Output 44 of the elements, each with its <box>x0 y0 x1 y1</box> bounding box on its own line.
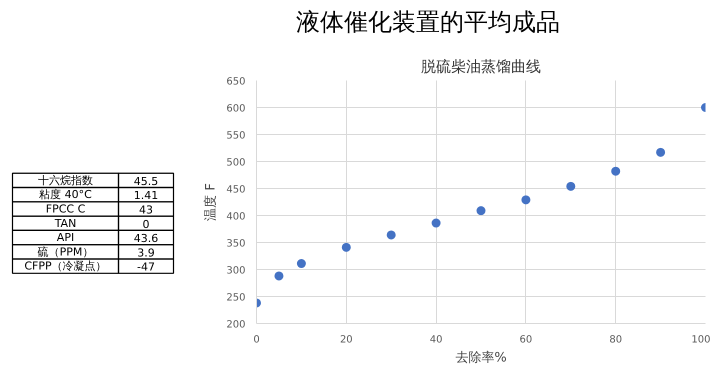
text: -47 <box>137 260 155 274</box>
category-label: 粘度 40°C <box>39 188 92 202</box>
point <box>432 218 441 228</box>
point <box>296 259 306 268</box>
point <box>342 242 351 252</box>
y-axis-title: 温度 F <box>202 183 218 221</box>
text: 1.41 <box>134 189 158 202</box>
text: 3.9 <box>137 246 155 260</box>
point <box>656 148 666 157</box>
text: 液体催化装置的平均成品 <box>296 7 560 38</box>
category-label: 十六烷指数 <box>38 174 93 187</box>
point <box>566 182 576 191</box>
text: 43 <box>139 203 153 216</box>
x-tick-label: 40 <box>430 334 442 346</box>
x-tick-label: 0 <box>253 334 260 346</box>
point <box>611 166 620 176</box>
category-label: API <box>56 231 74 244</box>
text: 45.5 <box>134 174 158 188</box>
x-tick-label: 100 <box>691 334 711 346</box>
y-tick-label: 600 <box>226 104 246 114</box>
y-tick-label: 450 <box>226 184 246 196</box>
y-tick-label: 200 <box>226 320 246 330</box>
y-tick-label: 550 <box>226 130 246 142</box>
text: 43.6 <box>134 232 158 246</box>
y-tick-label: 350 <box>226 238 246 250</box>
y-tick-label: 400 <box>226 212 246 222</box>
category-label: 硫（PPM） <box>38 245 94 258</box>
chart-title: 脱硫柴油蒸馏曲线 <box>421 58 541 76</box>
category-label: CFPP（冷凝点） <box>24 260 107 273</box>
y-tick-label: 250 <box>226 292 246 304</box>
x-axis-title: 去除率% <box>455 350 507 366</box>
y-tick-label: 300 <box>226 266 246 276</box>
category-label: FPCC C <box>46 202 86 216</box>
category-label: TAN <box>54 216 76 230</box>
x-tick-label: 20 <box>340 334 353 346</box>
point <box>386 230 396 240</box>
point <box>521 195 530 204</box>
y-tick-label: 500 <box>226 158 246 168</box>
y-tick-label: 650 <box>226 76 246 88</box>
x-tick-label: 60 <box>520 334 532 346</box>
point <box>476 206 486 216</box>
text: 0 <box>142 218 150 231</box>
point <box>274 271 284 280</box>
x-tick-label: 80 <box>609 334 622 346</box>
